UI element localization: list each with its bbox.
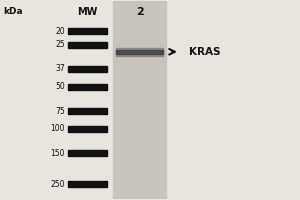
Text: 250: 250 (50, 180, 65, 189)
Text: 150: 150 (50, 149, 65, 158)
Bar (113, 1, 166, 199)
Text: 75: 75 (55, 107, 65, 116)
Bar (68, 181, 107, 187)
Bar (68, 84, 107, 90)
Bar (116, 50, 164, 54)
Text: 37: 37 (55, 64, 65, 73)
Text: KRAS: KRAS (189, 47, 220, 57)
Text: kDa: kDa (4, 7, 23, 16)
Bar (68, 42, 107, 48)
Bar (68, 150, 107, 156)
Bar (68, 108, 107, 114)
Bar (68, 126, 107, 132)
Text: 20: 20 (55, 27, 65, 36)
Text: 50: 50 (55, 82, 65, 91)
Text: 2: 2 (136, 7, 143, 17)
Bar (68, 28, 107, 34)
Text: 25: 25 (55, 40, 65, 49)
Text: MW: MW (77, 7, 98, 17)
Text: 100: 100 (50, 124, 65, 133)
Bar (68, 66, 107, 72)
Bar (116, 48, 164, 56)
